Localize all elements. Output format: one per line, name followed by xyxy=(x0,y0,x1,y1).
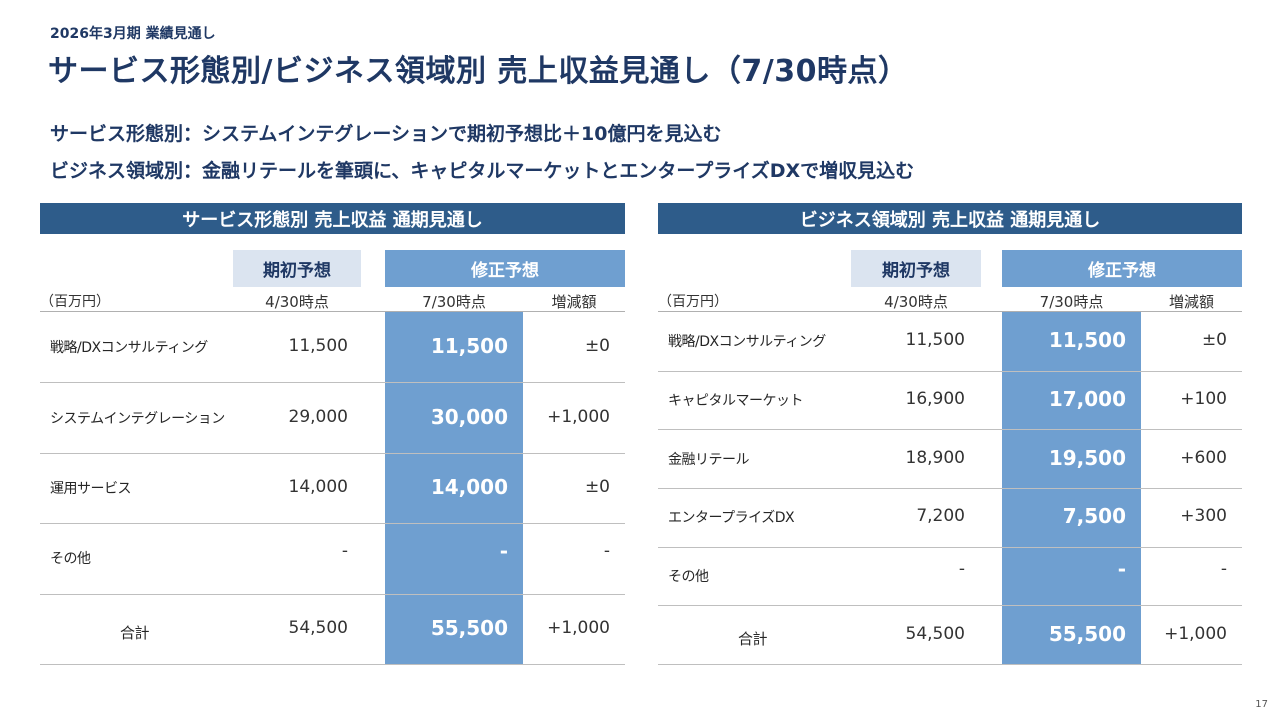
diff-value: ±0 xyxy=(1201,330,1227,351)
diff-value: - xyxy=(1220,558,1227,579)
diff-label: 増減額 xyxy=(1168,293,1214,311)
table-row: 合計 54,500 55,500 +1,000 xyxy=(40,594,625,664)
summary-service-type: サービス形態別：システムインテグレーションで期初予想比＋10億円を見込む xyxy=(50,123,722,145)
diff-value: +1,000 xyxy=(547,406,610,427)
row-label: その他 xyxy=(668,568,709,585)
initial-date-label: 4/30時点 xyxy=(884,293,948,311)
table-row: 戦略/DXコンサルティング 11,500 11,500 ±0 xyxy=(658,312,1242,371)
initial-forecast-header: 期初予想 xyxy=(851,250,981,287)
revised-forecast-value: 11,500 xyxy=(430,334,508,359)
initial-forecast-value: 54,500 xyxy=(288,617,348,638)
table-row: 運用サービス 14,000 14,000 ±0 xyxy=(40,453,625,523)
initial-forecast-value: 16,900 xyxy=(905,388,965,409)
row-divider xyxy=(658,664,1242,665)
page-number: 17 xyxy=(1255,699,1268,710)
initial-forecast-value: 29,000 xyxy=(288,406,348,427)
row-divider xyxy=(40,452,625,454)
initial-forecast-value: 18,900 xyxy=(905,447,965,468)
row-label: 金融リテール xyxy=(668,451,750,468)
revised-forecast-header: 修正予想 xyxy=(385,250,625,287)
initial-forecast-value: - xyxy=(958,558,965,579)
revised-forecast-value: 30,000 xyxy=(430,404,508,429)
revised-column-fill xyxy=(385,312,523,664)
service-type-table-header: サービス形態別 売上収益 通期見通し xyxy=(40,203,625,234)
row-label: エンタープライズDX xyxy=(668,510,795,527)
revised-forecast-value: - xyxy=(499,539,508,564)
row-label: キャピタルマーケット xyxy=(668,392,804,409)
row-divider xyxy=(658,370,1242,372)
diff-value: +100 xyxy=(1180,388,1227,409)
initial-forecast-value: 7,200 xyxy=(916,506,965,527)
row-divider xyxy=(658,605,1242,607)
unit-label: （百万円） xyxy=(658,294,728,310)
page-title: サービス形態別/ビジネス領域別 売上収益見通し（7/30時点） xyxy=(48,54,909,89)
initial-forecast-value: - xyxy=(341,541,348,562)
row-label: その他 xyxy=(50,551,91,568)
revised-forecast-value: 7,500 xyxy=(1062,504,1126,529)
table-row: 戦略/DXコンサルティング 11,500 11,500 ±0 xyxy=(40,312,625,382)
subheader-divider xyxy=(658,311,1242,312)
row-label: 戦略/DXコンサルティング xyxy=(668,334,826,351)
revised-forecast-value: 55,500 xyxy=(1048,621,1126,646)
table-row: 合計 54,500 55,500 +1,000 xyxy=(658,605,1242,664)
subheader-divider xyxy=(40,311,625,312)
diff-value: ±0 xyxy=(584,476,610,497)
unit-label: （百万円） xyxy=(40,294,110,310)
revised-forecast-value: - xyxy=(1117,556,1126,581)
row-divider xyxy=(658,488,1242,489)
total-row-label: 合計 xyxy=(738,629,768,648)
business-domain-table-header: ビジネス領域別 売上収益 通期見通し xyxy=(658,203,1242,234)
row-label: 戦略/DXコンサルティング xyxy=(50,340,208,357)
diff-value: +1,000 xyxy=(1164,623,1227,644)
initial-forecast-value: 11,500 xyxy=(288,336,348,357)
table-row: エンタープライズDX 7,200 7,500 +300 xyxy=(658,488,1242,547)
row-divider xyxy=(40,593,625,595)
diff-value: +1,000 xyxy=(547,617,610,638)
row-divider xyxy=(40,664,625,665)
table-row: その他 - - - xyxy=(658,547,1242,606)
initial-forecast-header: 期初予想 xyxy=(233,250,361,287)
service-type-forecast-table: サービス形態別 売上収益 通期見通し 期初予想 修正予想 （百万円） 4/30時… xyxy=(40,203,625,665)
initial-forecast-value: 54,500 xyxy=(905,623,965,644)
revised-forecast-value: 11,500 xyxy=(1048,328,1126,353)
row-divider xyxy=(658,546,1242,548)
row-divider xyxy=(658,429,1242,431)
fiscal-period-label: 2026年3月期 業績見通し xyxy=(50,26,216,42)
diff-label: 増減額 xyxy=(551,293,597,311)
row-label: システムインテグレーション xyxy=(50,410,225,427)
table-row: 金融リテール 18,900 19,500 +600 xyxy=(658,429,1242,488)
table-row: キャピタルマーケット 16,900 17,000 +100 xyxy=(658,371,1242,430)
diff-value: +600 xyxy=(1180,447,1227,468)
initial-forecast-value: 11,500 xyxy=(905,330,965,351)
revised-forecast-value: 55,500 xyxy=(430,615,508,640)
summary-business-domain: ビジネス領域別：金融リテールを筆頭に、キャピタルマーケットとエンタープライズDX… xyxy=(50,160,915,182)
revised-date-label: 7/30時点 xyxy=(422,293,486,311)
row-divider xyxy=(40,382,625,384)
initial-date-label: 4/30時点 xyxy=(265,293,329,311)
row-label: 運用サービス xyxy=(50,480,132,497)
row-divider xyxy=(40,523,625,525)
diff-value: - xyxy=(603,541,610,562)
table-row: その他 - - - xyxy=(40,523,625,593)
diff-value: +300 xyxy=(1180,506,1227,527)
revised-forecast-value: 14,000 xyxy=(430,474,508,499)
table-row: システムインテグレーション 29,000 30,000 +1,000 xyxy=(40,382,625,452)
diff-value: ±0 xyxy=(584,336,610,357)
revised-date-label: 7/30時点 xyxy=(1039,293,1104,311)
revised-forecast-header: 修正予想 xyxy=(1002,250,1242,287)
total-row-label: 合計 xyxy=(120,623,150,642)
revised-forecast-value: 19,500 xyxy=(1048,445,1126,470)
business-domain-forecast-table: ビジネス領域別 売上収益 通期見通し 期初予想 修正予想 （百万円） 4/30時… xyxy=(658,203,1242,665)
initial-forecast-value: 14,000 xyxy=(288,476,348,497)
revised-forecast-value: 17,000 xyxy=(1048,386,1126,411)
